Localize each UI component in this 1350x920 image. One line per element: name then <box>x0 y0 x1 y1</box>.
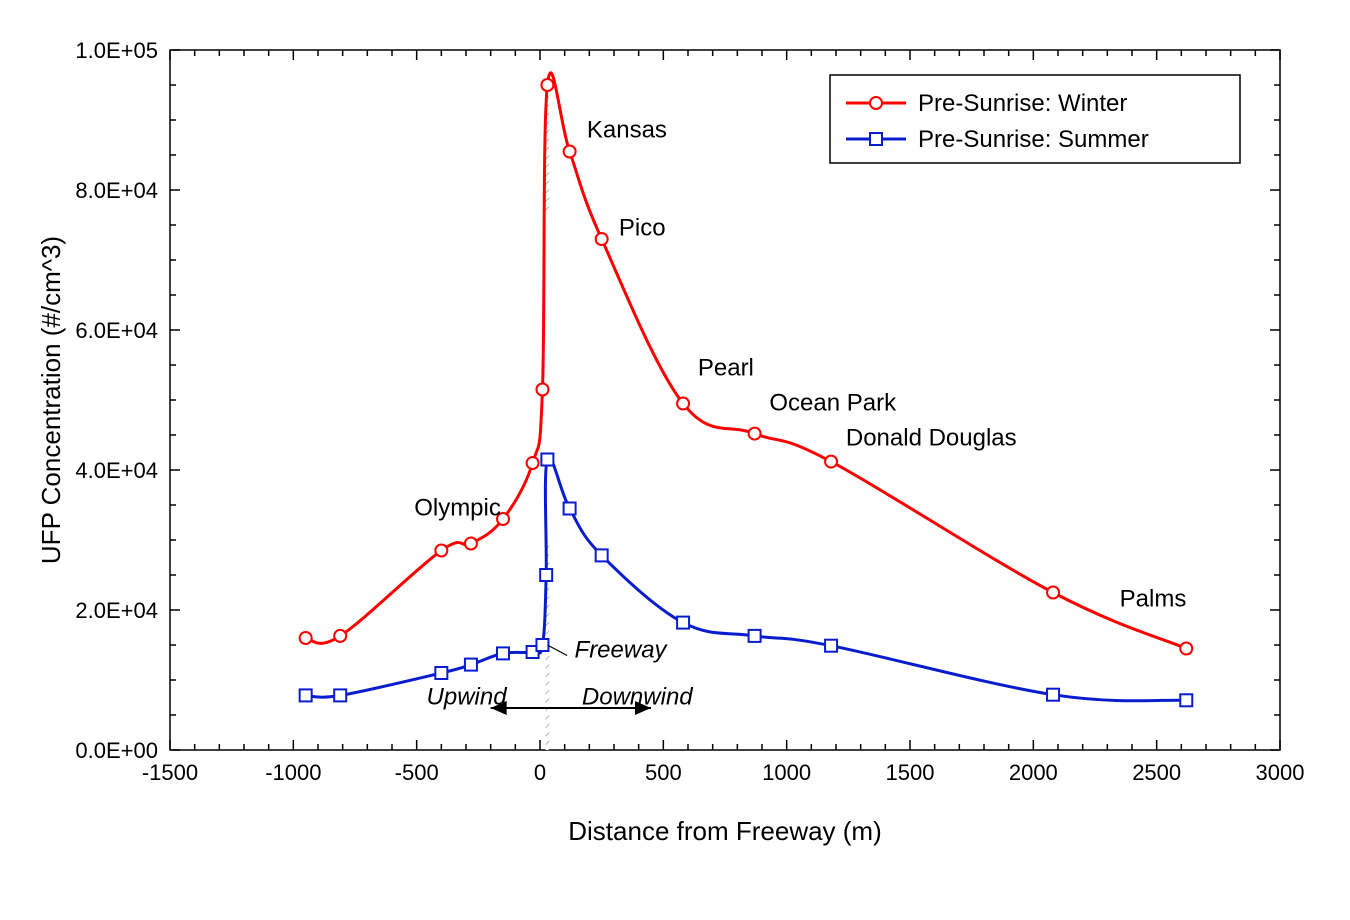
marker-summer <box>677 617 689 629</box>
point-label: Olympic <box>414 495 501 522</box>
x-tick-label: -1000 <box>265 760 321 785</box>
point-label: Ocean Park <box>769 390 897 417</box>
legend-marker <box>870 97 882 109</box>
marker-winter <box>465 538 477 550</box>
y-tick-label: 0.0E+00 <box>75 738 158 763</box>
x-tick-label: 1000 <box>762 760 811 785</box>
marker-winter <box>564 146 576 158</box>
marker-summer <box>1047 689 1059 701</box>
marker-summer <box>536 639 548 651</box>
marker-winter <box>677 398 689 410</box>
marker-winter <box>1180 643 1192 655</box>
x-tick-label: -500 <box>395 760 439 785</box>
marker-winter <box>749 428 761 440</box>
point-label: Kansas <box>587 117 667 144</box>
marker-winter <box>1047 587 1059 599</box>
x-axis-title: Distance from Freeway (m) <box>568 816 882 846</box>
point-label: Pearl <box>698 355 754 382</box>
marker-summer <box>749 630 761 642</box>
marker-winter <box>300 632 312 644</box>
marker-summer <box>1180 694 1192 706</box>
x-tick-label: 3000 <box>1256 760 1305 785</box>
marker-summer <box>541 454 553 466</box>
marker-winter <box>541 79 553 91</box>
marker-winter <box>536 384 548 396</box>
legend-label: Pre-Sunrise: Winter <box>918 90 1127 117</box>
marker-summer <box>465 659 477 671</box>
marker-summer <box>497 647 509 659</box>
legend-marker <box>870 133 882 145</box>
marker-summer <box>596 549 608 561</box>
y-tick-label: 4.0E+04 <box>75 458 158 483</box>
marker-winter <box>334 630 346 642</box>
x-tick-label: -1500 <box>142 760 198 785</box>
marker-summer <box>564 503 576 515</box>
marker-winter <box>825 456 837 468</box>
y-tick-label: 2.0E+04 <box>75 598 158 623</box>
chart-svg: -1500 -1000 -500 0 500 1000 1500 2000 2500 3000 0.… <box>0 0 1350 920</box>
marker-summer <box>334 689 346 701</box>
chart-container: -1500 -1000 -500 0 500 1000 1500 2000 2500 3000 0.… <box>0 0 1350 920</box>
marker-winter <box>527 457 539 469</box>
legend-label: Pre-Sunrise: Summer <box>918 126 1149 153</box>
x-tick-label: 2000 <box>1009 760 1058 785</box>
freeway-callout <box>547 645 567 656</box>
y-tick-label: 1.0E+05 <box>75 38 158 63</box>
point-label: Donald Douglas <box>846 425 1017 452</box>
point-label: Palms <box>1120 586 1187 613</box>
marker-summer <box>540 569 552 581</box>
marker-summer <box>435 667 447 679</box>
y-tick-label: 6.0E+04 <box>75 318 158 343</box>
x-tick-label: 0 <box>534 760 546 785</box>
y-axis-title: UFP Concentration (#/cm^3) <box>36 236 66 564</box>
marker-summer <box>300 689 312 701</box>
freeway-label: Freeway <box>575 637 669 664</box>
marker-winter <box>596 233 608 245</box>
point-label: Pico <box>619 215 666 242</box>
x-tick-label: 1500 <box>886 760 935 785</box>
marker-summer <box>825 640 837 652</box>
x-tick-label: 500 <box>645 760 682 785</box>
marker-winter <box>435 545 447 557</box>
x-tick-label: 2500 <box>1132 760 1181 785</box>
y-tick-label: 8.0E+04 <box>75 178 158 203</box>
